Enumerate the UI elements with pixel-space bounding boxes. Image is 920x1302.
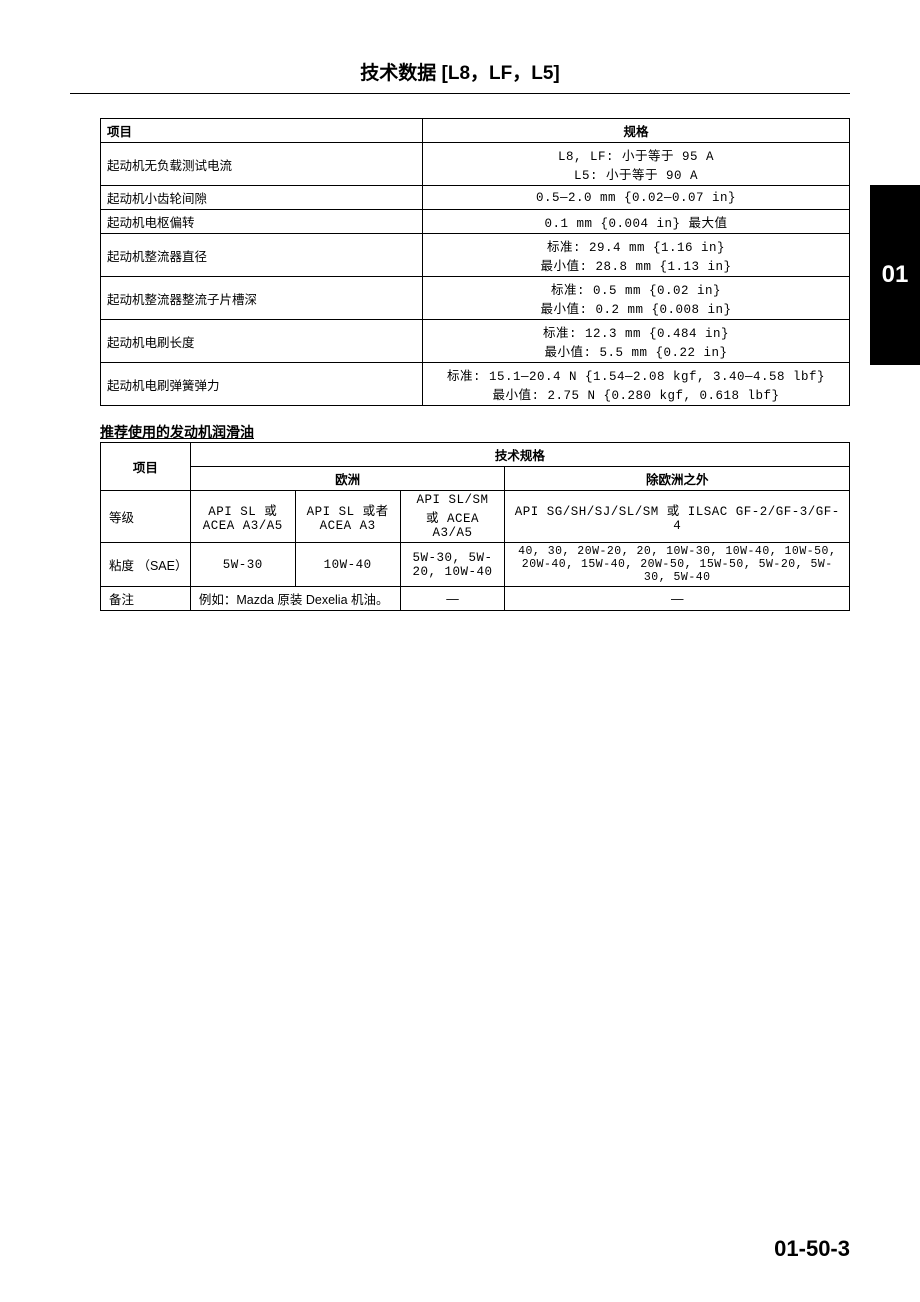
cell-spec: 标准: 12.3 mm {0.484 in}最小值: 5.5 mm {0.22 … bbox=[423, 320, 850, 363]
cell-value: API SL/SM 或 ACEA A3/A5 bbox=[400, 491, 505, 543]
table-row: 粘度 （SAE） 5W-30 10W-40 5W-30, 5W-20, 10W-… bbox=[101, 543, 850, 587]
table-header-row: 项目 规格 bbox=[101, 119, 850, 143]
table-row: 起动机无负载测试电流 L8, LF: 小于等于 95 AL5: 小于等于 90 … bbox=[101, 143, 850, 186]
cell-value: 40, 30, 20W-20, 20, 10W-30, 10W-40, 10W-… bbox=[505, 543, 850, 587]
page-number: 01-50-3 bbox=[774, 1236, 850, 1262]
cell-value: API SG/SH/SJ/SL/SM 或 ILSAC GF-2/GF-3/GF-… bbox=[505, 491, 850, 543]
table-header-row: 欧洲 除欧洲之外 bbox=[101, 467, 850, 491]
cell-spec: 0.1 mm {0.004 in} 最大值 bbox=[423, 210, 850, 234]
col-header-spec: 规格 bbox=[423, 119, 850, 143]
col-header-noneurope: 除欧洲之外 bbox=[505, 467, 850, 491]
cell-item: 起动机电刷弹簧弹力 bbox=[101, 363, 423, 406]
table-row: 起动机小齿轮间隙 0.5—2.0 mm {0.02—0.07 in} bbox=[101, 186, 850, 210]
col-header-item: 项目 bbox=[101, 443, 191, 491]
cell-value: — bbox=[400, 587, 505, 611]
cell-spec: 标准: 0.5 mm {0.02 in}最小值: 0.2 mm {0.008 i… bbox=[423, 277, 850, 320]
cell-item: 起动机整流器整流子片槽深 bbox=[101, 277, 423, 320]
cell-item: 起动机整流器直径 bbox=[101, 234, 423, 277]
col-header-item: 项目 bbox=[101, 119, 423, 143]
section-tab: 01 bbox=[870, 185, 920, 365]
cell-item: 起动机无负载测试电流 bbox=[101, 143, 423, 186]
spec-table-1: 项目 规格 起动机无负载测试电流 L8, LF: 小于等于 95 AL5: 小于… bbox=[100, 118, 850, 406]
table-row: 起动机电刷弹簧弹力 标准: 15.1—20.4 N {1.54—2.08 kgf… bbox=[101, 363, 850, 406]
table-row: 等级 API SL 或 ACEA A3/A5 API SL 或者 ACEA A3… bbox=[101, 491, 850, 543]
cell-label: 等级 bbox=[101, 491, 191, 543]
cell-value: 10W-40 bbox=[295, 543, 400, 587]
cell-spec: L8, LF: 小于等于 95 AL5: 小于等于 90 A bbox=[423, 143, 850, 186]
cell-item: 起动机小齿轮间隙 bbox=[101, 186, 423, 210]
cell-value: API SL 或者 ACEA A3 bbox=[295, 491, 400, 543]
cell-item: 起动机电枢偏转 bbox=[101, 210, 423, 234]
cell-value: 5W-30 bbox=[190, 543, 295, 587]
table-header-row: 项目 技术规格 bbox=[101, 443, 850, 467]
cell-value: 例如：Mazda 原装 Dexelia 机油。 bbox=[190, 587, 400, 611]
table-row: 起动机整流器整流子片槽深 标准: 0.5 mm {0.02 in}最小值: 0.… bbox=[101, 277, 850, 320]
cell-item: 起动机电刷长度 bbox=[101, 320, 423, 363]
cell-spec: 标准: 29.4 mm {1.16 in}最小值: 28.8 mm {1.13 … bbox=[423, 234, 850, 277]
table-row: 备注 例如：Mazda 原装 Dexelia 机油。 — — bbox=[101, 587, 850, 611]
table-row: 起动机电刷长度 标准: 12.3 mm {0.484 in}最小值: 5.5 m… bbox=[101, 320, 850, 363]
cell-spec: 0.5—2.0 mm {0.02—0.07 in} bbox=[423, 186, 850, 210]
cell-spec: 标准: 15.1—20.4 N {1.54—2.08 kgf, 3.40—4.5… bbox=[423, 363, 850, 406]
oil-spec-table: 项目 技术规格 欧洲 除欧洲之外 等级 API SL 或 ACEA A3/A5 … bbox=[100, 442, 850, 611]
cell-value: 5W-30, 5W-20, 10W-40 bbox=[400, 543, 505, 587]
cell-label: 备注 bbox=[101, 587, 191, 611]
cell-value: API SL 或 ACEA A3/A5 bbox=[190, 491, 295, 543]
col-header-europe: 欧洲 bbox=[190, 467, 505, 491]
table-row: 起动机整流器直径 标准: 29.4 mm {1.16 in}最小值: 28.8 … bbox=[101, 234, 850, 277]
content-area: 项目 规格 起动机无负载测试电流 L8, LF: 小于等于 95 AL5: 小于… bbox=[0, 94, 920, 611]
table-row: 起动机电枢偏转 0.1 mm {0.004 in} 最大值 bbox=[101, 210, 850, 234]
page-title: 技术数据 [L8，LF，L5] bbox=[0, 0, 920, 93]
cell-label: 粘度 （SAE） bbox=[101, 543, 191, 587]
col-header-techspec: 技术规格 bbox=[190, 443, 849, 467]
cell-value: — bbox=[505, 587, 850, 611]
section-title-oil: 推荐使用的发动机润滑油 bbox=[100, 422, 850, 442]
